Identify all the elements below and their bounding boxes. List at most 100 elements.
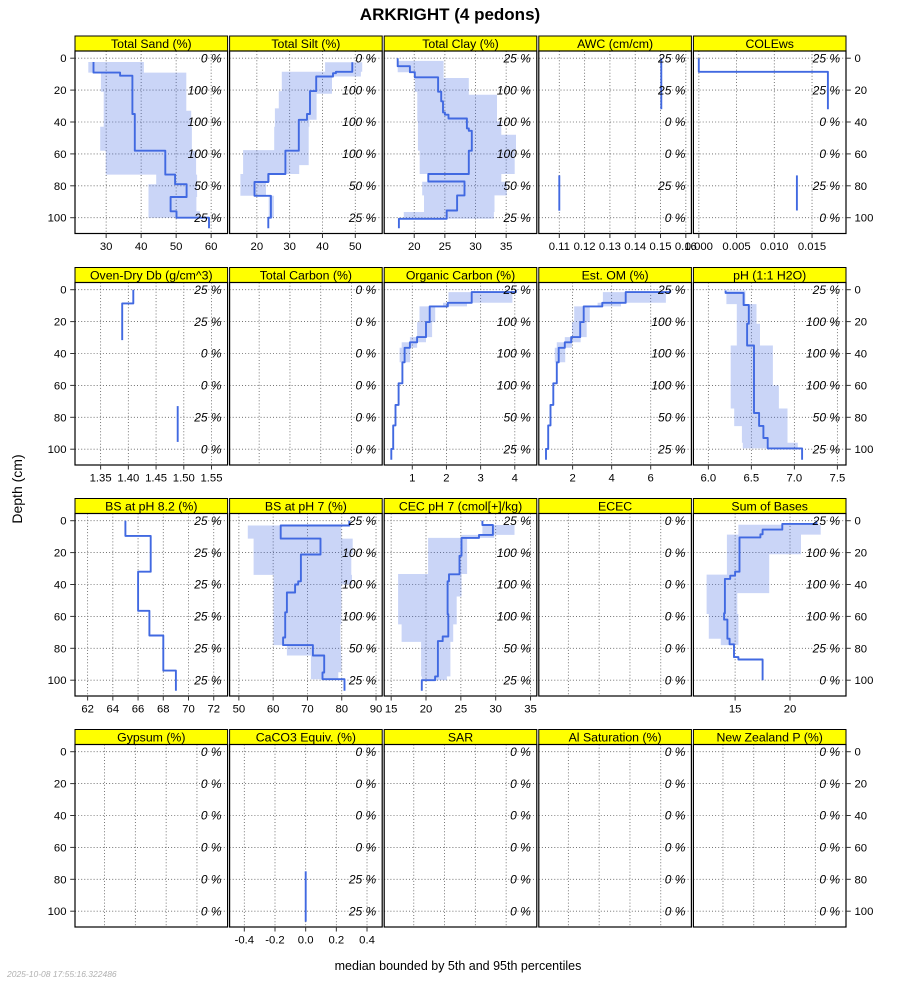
x-tick-label: 6.0 (701, 473, 717, 485)
cf-label: 0 % (356, 411, 377, 425)
cf-label: 50 % (349, 642, 377, 656)
cf-label: 25 % (193, 411, 222, 425)
cf-label: 25 % (193, 315, 222, 329)
cf-label: 50 % (503, 179, 531, 193)
strip-title: pH (1:1 H2O) (733, 268, 806, 282)
cf-label: 100 % (651, 347, 685, 361)
y-tick-label-right: 60 (855, 611, 868, 623)
y-tick-label-left: 60 (54, 842, 67, 854)
cf-label: 25 % (812, 179, 841, 193)
y-tick-label-left: 40 (54, 349, 67, 361)
y-tick-label-right: 40 (855, 580, 868, 592)
cf-label: 25 % (348, 211, 377, 225)
y-tick-label-left: 20 (54, 85, 67, 97)
strip-title: Total Silt (%) (271, 37, 340, 51)
cf-label: 0 % (819, 777, 840, 791)
x-tick-label: 40 (316, 241, 329, 253)
x-tick-label: 4 (512, 473, 518, 485)
y-tick-label-right: 20 (855, 779, 868, 791)
cf-label: 25 % (812, 514, 841, 528)
median-line (390, 289, 517, 460)
cf-label: 100 % (651, 379, 685, 393)
cf-label: 0 % (356, 315, 377, 329)
cf-label: 100 % (342, 83, 376, 97)
cf-label: 0 % (665, 147, 686, 161)
y-tick-label-right: 100 (855, 675, 874, 687)
x-tick-label: 64 (107, 704, 120, 716)
median-line (253, 62, 354, 229)
cf-label: 25 % (193, 211, 222, 225)
strip-title: Oven-Dry Db (g/cm^3) (90, 268, 213, 282)
cf-label: 50 % (813, 411, 841, 425)
cf-label: 0 % (665, 514, 686, 528)
cf-label: 25 % (502, 51, 531, 65)
x-tick-label: 1.55 (201, 473, 223, 485)
cf-label: 25 % (812, 283, 841, 297)
cf-label: 100 % (497, 610, 531, 624)
y-tick-label-left: 20 (54, 548, 67, 560)
cf-label: 25 % (812, 51, 841, 65)
cf-label: 25 % (812, 642, 841, 656)
cf-label: 100 % (188, 115, 222, 129)
y-tick-label-left: 0 (60, 53, 66, 65)
strip-title: Sum of Bases (731, 499, 808, 513)
cf-label: 100 % (497, 578, 531, 592)
y-tick-label-left: 80 (54, 181, 67, 193)
cf-label: 0 % (819, 147, 840, 161)
panel-border-BS at pH 7 (%) (229, 512, 383, 697)
cf-label: 0 % (665, 841, 686, 855)
x-tick-label: 30 (489, 704, 502, 716)
percentile-band (247, 525, 353, 680)
y-tick-label-right: 0 (855, 285, 861, 297)
cf-label: 0 % (665, 211, 686, 225)
x-tick-label: 20 (408, 241, 421, 253)
cf-label: 0 % (819, 211, 840, 225)
x-tick-label: 20 (784, 704, 797, 716)
cf-label: 0 % (665, 578, 686, 592)
cf-label: 100 % (188, 147, 222, 161)
y-tick-label-right: 60 (855, 149, 868, 161)
x-tick-label: 0.005 (722, 241, 750, 253)
panel-border-Total Carbon (%) (229, 281, 383, 466)
panel-border-BS at pH 8.2 (%) (74, 512, 229, 697)
panel-border-COLEws (692, 50, 847, 235)
x-tick-label: 0.11 (549, 241, 570, 253)
cf-label: 0 % (665, 673, 686, 687)
x-tick-label: 60 (267, 704, 280, 716)
x-tick-label: 1 (409, 473, 415, 485)
cf-label: 25 % (348, 673, 377, 687)
y-tick-label-right: 20 (855, 548, 868, 560)
cf-label: 0 % (356, 777, 377, 791)
y-tick-label-right: 80 (855, 874, 868, 886)
cf-label: 25 % (348, 514, 377, 528)
cf-label: 100 % (497, 379, 531, 393)
cf-label: 0 % (201, 379, 222, 393)
cf-label: 100 % (342, 610, 376, 624)
y-tick-label-right: 20 (855, 317, 868, 329)
panel-border-Oven-Dry Db (g/cm^3) (74, 281, 229, 466)
strip-title: CaCO3 Equiv. (%) (256, 730, 356, 744)
panel-border-Organic Carbon (%) (383, 281, 538, 466)
cf-label: 100 % (497, 115, 531, 129)
cf-label: 100 % (342, 147, 376, 161)
x-tick-label: 1.35 (90, 473, 112, 485)
panel-border-Total Silt (%) (229, 50, 383, 235)
median-line (396, 58, 473, 229)
cf-label: 25 % (193, 546, 222, 560)
x-tick-label: 15 (729, 704, 742, 716)
cf-label: 100 % (651, 315, 685, 329)
y-tick-label-right: 40 (855, 349, 868, 361)
x-tick-label: 0.010 (760, 241, 788, 253)
cf-label: 0 % (665, 642, 686, 656)
strip-title: Est. OM (%) (582, 268, 649, 282)
y-tick-label-left: 20 (54, 779, 67, 791)
y-tick-label-left: 60 (54, 611, 67, 623)
median-line (420, 520, 494, 691)
cf-label: 100 % (342, 578, 376, 592)
y-tick-label-right: 80 (855, 412, 868, 424)
cf-label: 0 % (665, 546, 686, 560)
x-tick-label: 30 (469, 241, 482, 253)
cf-label: 0 % (819, 809, 840, 823)
